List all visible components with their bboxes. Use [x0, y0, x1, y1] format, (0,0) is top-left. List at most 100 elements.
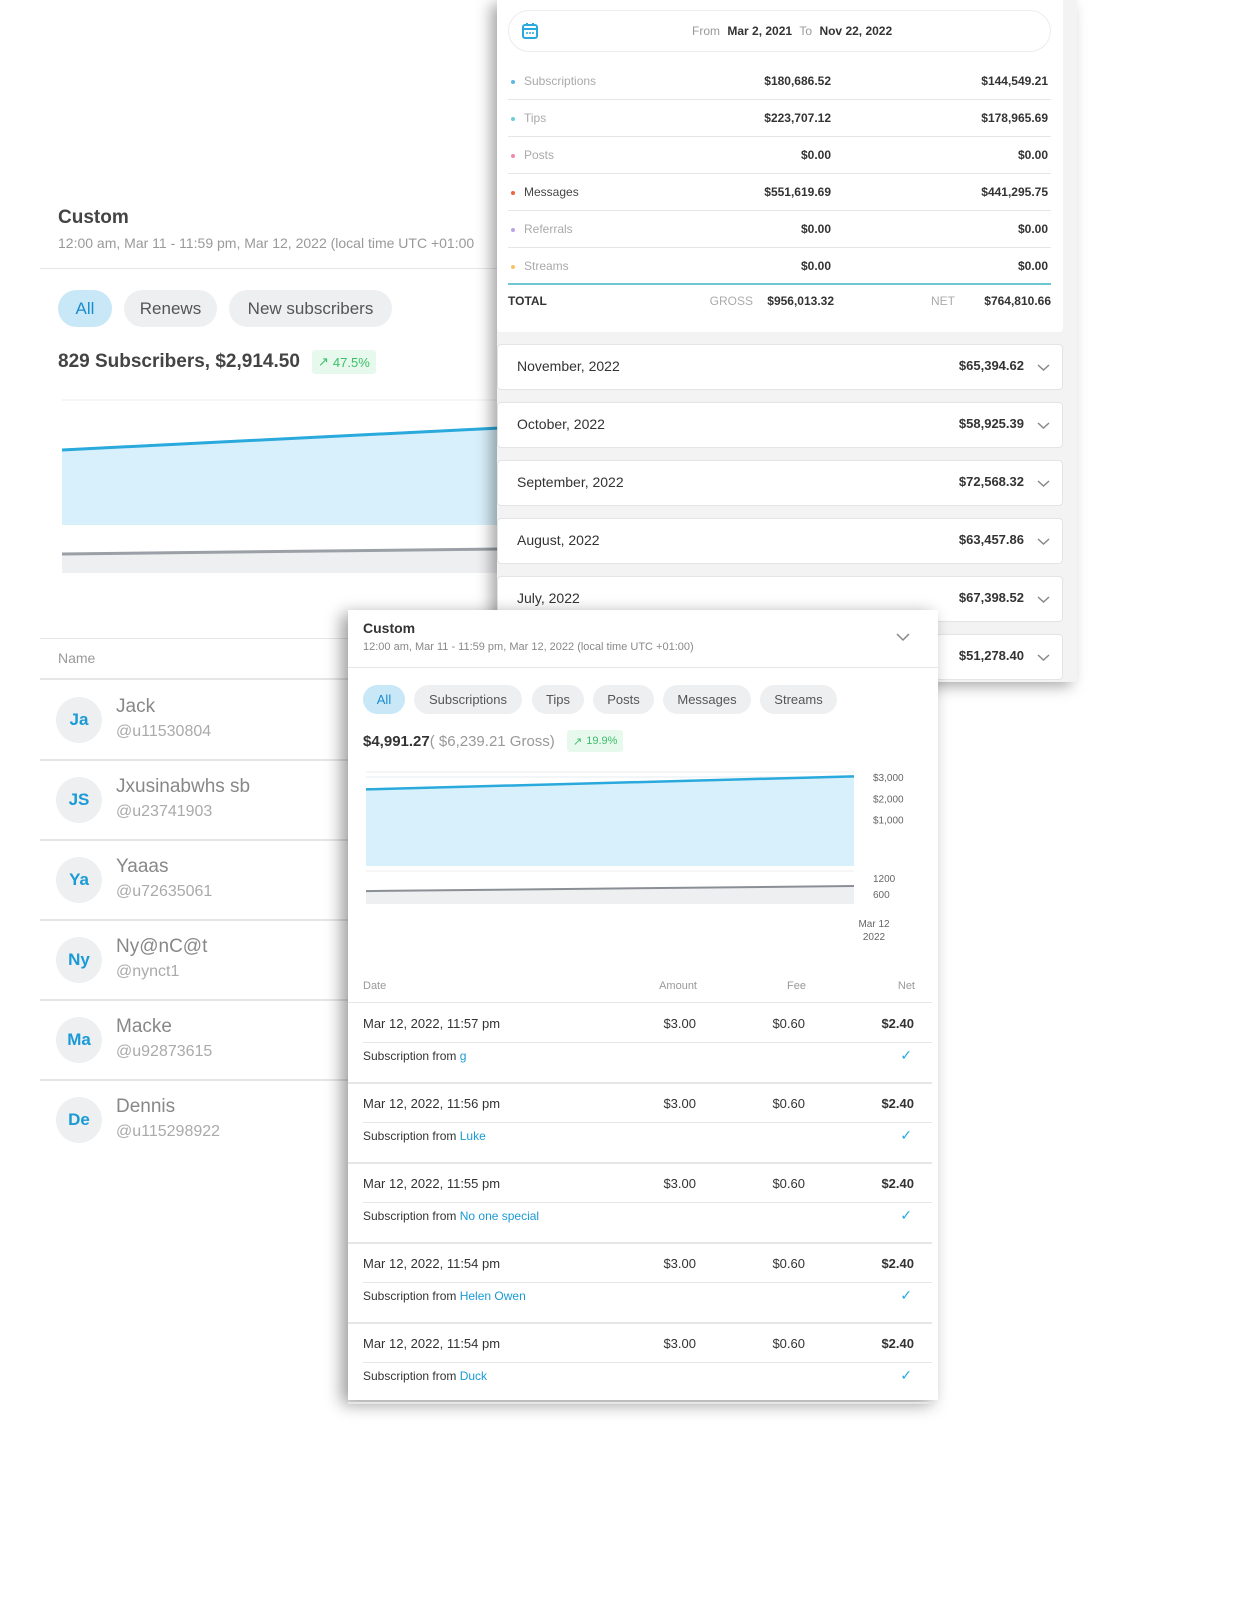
chevron-down-icon — [1037, 654, 1050, 662]
category-row-subscriptions: Subscriptions $180,686.52 $144,549.21 — [508, 74, 1051, 111]
month-label: July, 2022 — [517, 590, 580, 606]
description-prefix: Subscription from — [363, 1049, 457, 1063]
category-gross: $551,619.69 — [764, 185, 831, 199]
y-tick-label: 1200 — [873, 874, 896, 885]
x-tick-label: 2022 — [863, 932, 886, 943]
category-dot-icon — [511, 79, 515, 84]
category-label: Posts — [524, 148, 555, 162]
subscriber-link[interactable]: Helen Owen — [459, 1289, 526, 1303]
gross-total: ( $6,239.21 Gross) — [429, 733, 555, 750]
category-row-streams: Streams $0.00 $0.00 — [508, 259, 1051, 296]
category-net: $0.00 — [1017, 222, 1048, 236]
filter-chip-new-subscribers[interactable]: New subscribers — [229, 290, 392, 327]
month-row[interactable]: November, 2022 $65,394.62 — [497, 344, 1063, 390]
column-header-name: Name — [58, 650, 96, 666]
chevron-down-icon — [1037, 480, 1050, 488]
user-handle: @u92873615 — [116, 1043, 213, 1060]
transaction-net: $2.40 — [881, 1176, 914, 1191]
month-amount: $72,568.32 — [958, 474, 1024, 489]
subscriber-link[interactable]: No one special — [459, 1209, 540, 1223]
transaction-net: $2.40 — [881, 1096, 914, 1111]
y-tick-label: $1,000 — [873, 816, 904, 827]
chevron-down-icon[interactable] — [896, 632, 910, 642]
month-row[interactable]: September, 2022 $72,568.32 — [497, 460, 1063, 506]
category-gross: $180,686.52 — [764, 74, 831, 88]
transaction-fee: $0.60 — [772, 1016, 805, 1031]
category-label: Subscriptions — [524, 74, 597, 88]
subscribers-summary: 829 Subscribers, $2,914.50 — [58, 351, 300, 372]
category-dot-icon — [511, 264, 515, 269]
transaction-amount: $3.00 — [663, 1256, 696, 1271]
transaction-row[interactable]: Mar 12, 2022, 11:54 pm $3.00 $0.60 $2.40… — [348, 1243, 932, 1324]
category-dot-icon — [511, 190, 515, 195]
checkmark-icon: ✓ — [900, 1127, 912, 1143]
earnings-summary-card — [497, 0, 1063, 332]
filter-chip-streams[interactable]: Streams — [760, 685, 837, 714]
category-net: $441,295.75 — [981, 185, 1048, 199]
subscriber-link[interactable]: Duck — [459, 1369, 488, 1383]
month-row[interactable]: October, 2022 $58,925.39 — [497, 402, 1063, 448]
transaction-row[interactable]: Mar 12, 2022, 11:54 pm $3.00 $0.60 $2.40… — [348, 1323, 932, 1404]
month-amount: $67,398.52 — [958, 590, 1024, 605]
column-header-fee: Fee — [787, 980, 806, 992]
to-label: To — [799, 24, 813, 38]
transaction-date: Mar 12, 2022, 11:57 pm — [363, 1016, 501, 1031]
series-line-secondary — [61, 547, 500, 556]
checkmark-icon: ✓ — [900, 1047, 912, 1063]
list-item[interactable]: Ma Macke @u92873615 — [40, 1000, 500, 1081]
category-row-posts: Posts $0.00 $0.00 — [508, 148, 1051, 185]
transaction-date: Mar 12, 2022, 11:55 pm — [363, 1176, 501, 1191]
avatar: Ma — [56, 1017, 102, 1063]
y-tick-label: 600 — [873, 890, 890, 901]
filter-chip-posts[interactable]: Posts — [593, 685, 654, 714]
category-label: Streams — [524, 259, 569, 273]
transaction-amount: $3.00 — [663, 1016, 696, 1031]
chevron-down-icon — [1037, 596, 1050, 604]
filter-chip-all[interactable]: All — [58, 290, 112, 327]
list-item[interactable]: De Dennis @u115298922 — [40, 1080, 500, 1160]
total-label: TOTAL — [508, 294, 547, 308]
transaction-fee: $0.60 — [772, 1176, 805, 1191]
category-label: Messages — [524, 185, 579, 199]
month-label: November, 2022 — [517, 358, 620, 374]
list-item[interactable]: JS Jxusinabwhs sb @u23741903 — [40, 760, 500, 841]
to-date: Nov 22, 2022 — [819, 24, 893, 38]
filter-chip-messages[interactable]: Messages — [663, 685, 751, 714]
list-item[interactable]: Ja Jack @u11530804 — [40, 680, 500, 761]
filter-chip-subscriptions[interactable]: Subscriptions — [414, 685, 522, 714]
user-handle: @u11530804 — [116, 723, 212, 740]
transaction-row[interactable]: Mar 12, 2022, 11:56 pm $3.00 $0.60 $2.40… — [348, 1083, 932, 1164]
filter-chip-all[interactable]: All — [363, 685, 405, 714]
transaction-fee: $0.60 — [772, 1096, 805, 1111]
series-line — [61, 426, 500, 452]
category-row-referrals: Referrals $0.00 $0.00 — [508, 222, 1051, 259]
list-item[interactable]: Ya Yaaas @u72635061 — [40, 840, 500, 921]
period-title: Custom — [363, 620, 416, 636]
transaction-date: Mar 12, 2022, 11:54 pm — [363, 1336, 501, 1351]
y-tick-label: $2,000 — [873, 794, 904, 805]
from-label: From — [692, 24, 720, 38]
checkmark-icon: ✓ — [900, 1207, 912, 1223]
subscriber-link[interactable]: Luke — [459, 1129, 486, 1143]
user-name: Macke — [116, 1016, 172, 1037]
month-row[interactable]: August, 2022 $63,457.86 — [497, 518, 1063, 564]
month-amount: $58,925.39 — [958, 416, 1024, 431]
month-label: September, 2022 — [517, 474, 624, 490]
transaction-row[interactable]: Mar 12, 2022, 11:57 pm $3.00 $0.60 $2.40… — [348, 1003, 932, 1084]
transaction-row[interactable]: Mar 12, 2022, 11:55 pm $3.00 $0.60 $2.40… — [348, 1163, 932, 1244]
filter-chip-tips[interactable]: Tips — [532, 685, 584, 714]
filter-chip-renews[interactable]: Renews — [124, 290, 217, 327]
category-net: $0.00 — [1017, 259, 1048, 273]
month-amount: $51,278.40 — [958, 648, 1024, 663]
date-range-picker[interactable]: From Mar 2, 2021 To Nov 22, 2022 — [508, 10, 1051, 52]
series-line-secondary — [365, 885, 855, 893]
category-gross: $0.00 — [800, 259, 831, 273]
description-prefix: Subscription from — [363, 1129, 457, 1143]
statements-panel: Custom 12:00 am, Mar 11 - 11:59 pm, Mar … — [348, 610, 938, 1404]
list-item[interactable]: Ny Ny@nC@t @nynct1 — [40, 920, 500, 1001]
month-label: October, 2022 — [517, 416, 605, 432]
trend-up-icon: ↗ — [573, 735, 583, 748]
month-amount: $65,394.62 — [958, 358, 1024, 373]
subscriber-link[interactable]: g — [459, 1049, 467, 1063]
change-badge: ↗ 19.9% — [567, 730, 624, 752]
